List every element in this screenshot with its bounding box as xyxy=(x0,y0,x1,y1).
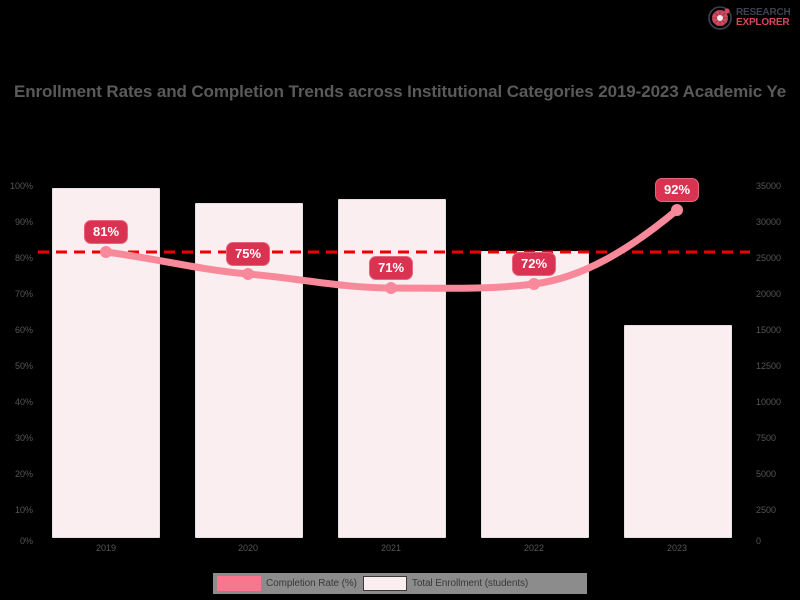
y-right-tick-6: 10000 xyxy=(756,397,782,407)
line-marker-2020[interactable] xyxy=(242,268,254,280)
data-label-2021: 71% xyxy=(368,256,414,280)
x-tick-2021: 2021 xyxy=(380,543,402,553)
x-tick-2019: 2019 xyxy=(95,543,117,553)
brand-logo: RESEARCH EXPLORER xyxy=(707,3,795,33)
y-right-tick-7: 7500 xyxy=(756,433,777,443)
y-left-tick-7: 30% xyxy=(14,433,33,443)
y-right-tick-9: 2500 xyxy=(756,505,777,515)
y-left-tick-4: 60% xyxy=(14,325,33,335)
y-right-tick-3: 20000 xyxy=(756,289,782,299)
logo-line-1: RESEARCH xyxy=(736,7,791,18)
plot-area: 81% 75% 71% 72% 92% xyxy=(38,178,750,540)
x-tick-2020: 2020 xyxy=(237,543,259,553)
data-label-2020: 75% xyxy=(225,242,271,266)
y-left-tick-6: 40% xyxy=(14,397,33,407)
legend-swatch-bar-icon xyxy=(362,576,407,591)
line-marker-2022[interactable] xyxy=(528,278,540,290)
y-left-tick-10: 0% xyxy=(19,536,33,546)
logo-burst-icon xyxy=(707,5,733,31)
y-left-tick-2: 80% xyxy=(14,253,33,263)
legend-label-total-enrollment: Total Enrollment (students) xyxy=(411,578,529,589)
bar-2021[interactable] xyxy=(338,199,446,538)
series-line-svg xyxy=(38,204,750,294)
y-axis-right: 35000 30000 25000 20000 15000 12500 1000… xyxy=(756,0,800,600)
y-right-tick-1: 30000 xyxy=(756,217,782,227)
y-right-tick-2: 25000 xyxy=(756,253,782,263)
chart-title: Enrollment Rates and Completion Trends a… xyxy=(14,82,786,101)
logo-line-2: EXPLORER xyxy=(736,17,790,28)
y-right-tick-5: 12500 xyxy=(756,361,782,371)
y-right-tick-0: 35000 xyxy=(756,181,782,191)
legend-swatch-line-icon xyxy=(217,576,261,591)
data-label-2019: 81% xyxy=(83,220,129,244)
data-label-2022: 72% xyxy=(511,252,557,276)
y-right-tick-4: 15000 xyxy=(756,325,782,335)
chart-legend: Completion Rate (%) Total Enrollment (st… xyxy=(213,573,587,594)
y-right-tick-10: 0 xyxy=(756,536,762,546)
legend-item-completion-rate[interactable]: Completion Rate (%) xyxy=(217,576,357,591)
logo-wordmark: RESEARCH EXPLORER xyxy=(736,8,791,28)
y-left-tick-3: 70% xyxy=(14,289,33,299)
y-left-tick-0: 100% xyxy=(9,181,33,191)
y-left-tick-5: 50% xyxy=(14,361,33,371)
y-left-tick-8: 20% xyxy=(14,469,33,479)
x-tick-2022: 2022 xyxy=(523,543,545,553)
x-tick-2023: 2023 xyxy=(666,543,688,553)
line-marker-2019[interactable] xyxy=(100,246,112,258)
line-marker-2021[interactable] xyxy=(385,282,397,294)
y-axis-left: 100% 90% 80% 70% 60% 50% 40% 30% 20% 10%… xyxy=(0,0,33,600)
y-right-tick-8: 5000 xyxy=(756,469,777,479)
bar-2023[interactable] xyxy=(624,325,732,538)
line-marker-2023[interactable] xyxy=(671,204,683,216)
legend-label-completion-rate: Completion Rate (%) xyxy=(266,578,357,589)
y-left-tick-9: 10% xyxy=(14,505,33,515)
legend-item-total-enrollment[interactable]: Total Enrollment (students) xyxy=(362,576,529,591)
y-left-tick-1: 90% xyxy=(14,217,33,227)
data-label-2023: 92% xyxy=(654,178,700,202)
logo-burst-svg xyxy=(708,6,732,30)
